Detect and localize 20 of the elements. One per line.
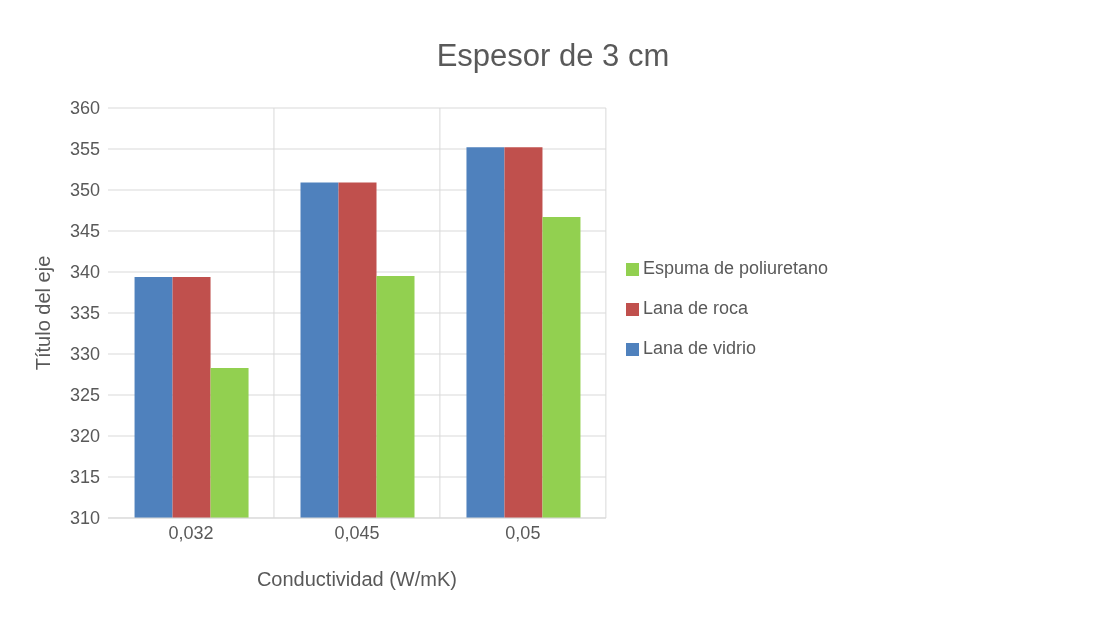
y-tick-label: 335 xyxy=(69,303,100,324)
y-tick-label: 355 xyxy=(69,139,100,160)
x-tick-label: 0,045 xyxy=(334,522,380,543)
y-tick-label: 310 xyxy=(69,508,100,529)
chart-title: Espesor de 3 cm xyxy=(435,38,671,74)
y-tick-label: 345 xyxy=(69,221,100,242)
legend-label: Espuma de poliuretano xyxy=(642,258,828,278)
y-tick-label: 340 xyxy=(69,262,100,283)
y-tick-label: 330 xyxy=(69,344,100,365)
y-tick-label: 320 xyxy=(69,426,100,447)
legend-label: Lana de roca xyxy=(642,298,748,318)
y-tick-label: 325 xyxy=(69,385,100,406)
x-tick-label: 0,032 xyxy=(168,522,214,543)
x-axis-title: Conductividad (W/mK) xyxy=(256,568,457,590)
y-tick-label: 350 xyxy=(69,180,100,201)
legend-label: Lana de vidrio xyxy=(642,338,756,358)
y-tick-label: 360 xyxy=(69,98,100,119)
x-tick-label: 0,05 xyxy=(505,522,541,543)
y-axis-title: Título del eje xyxy=(32,255,55,371)
y-tick-label: 315 xyxy=(69,467,100,488)
